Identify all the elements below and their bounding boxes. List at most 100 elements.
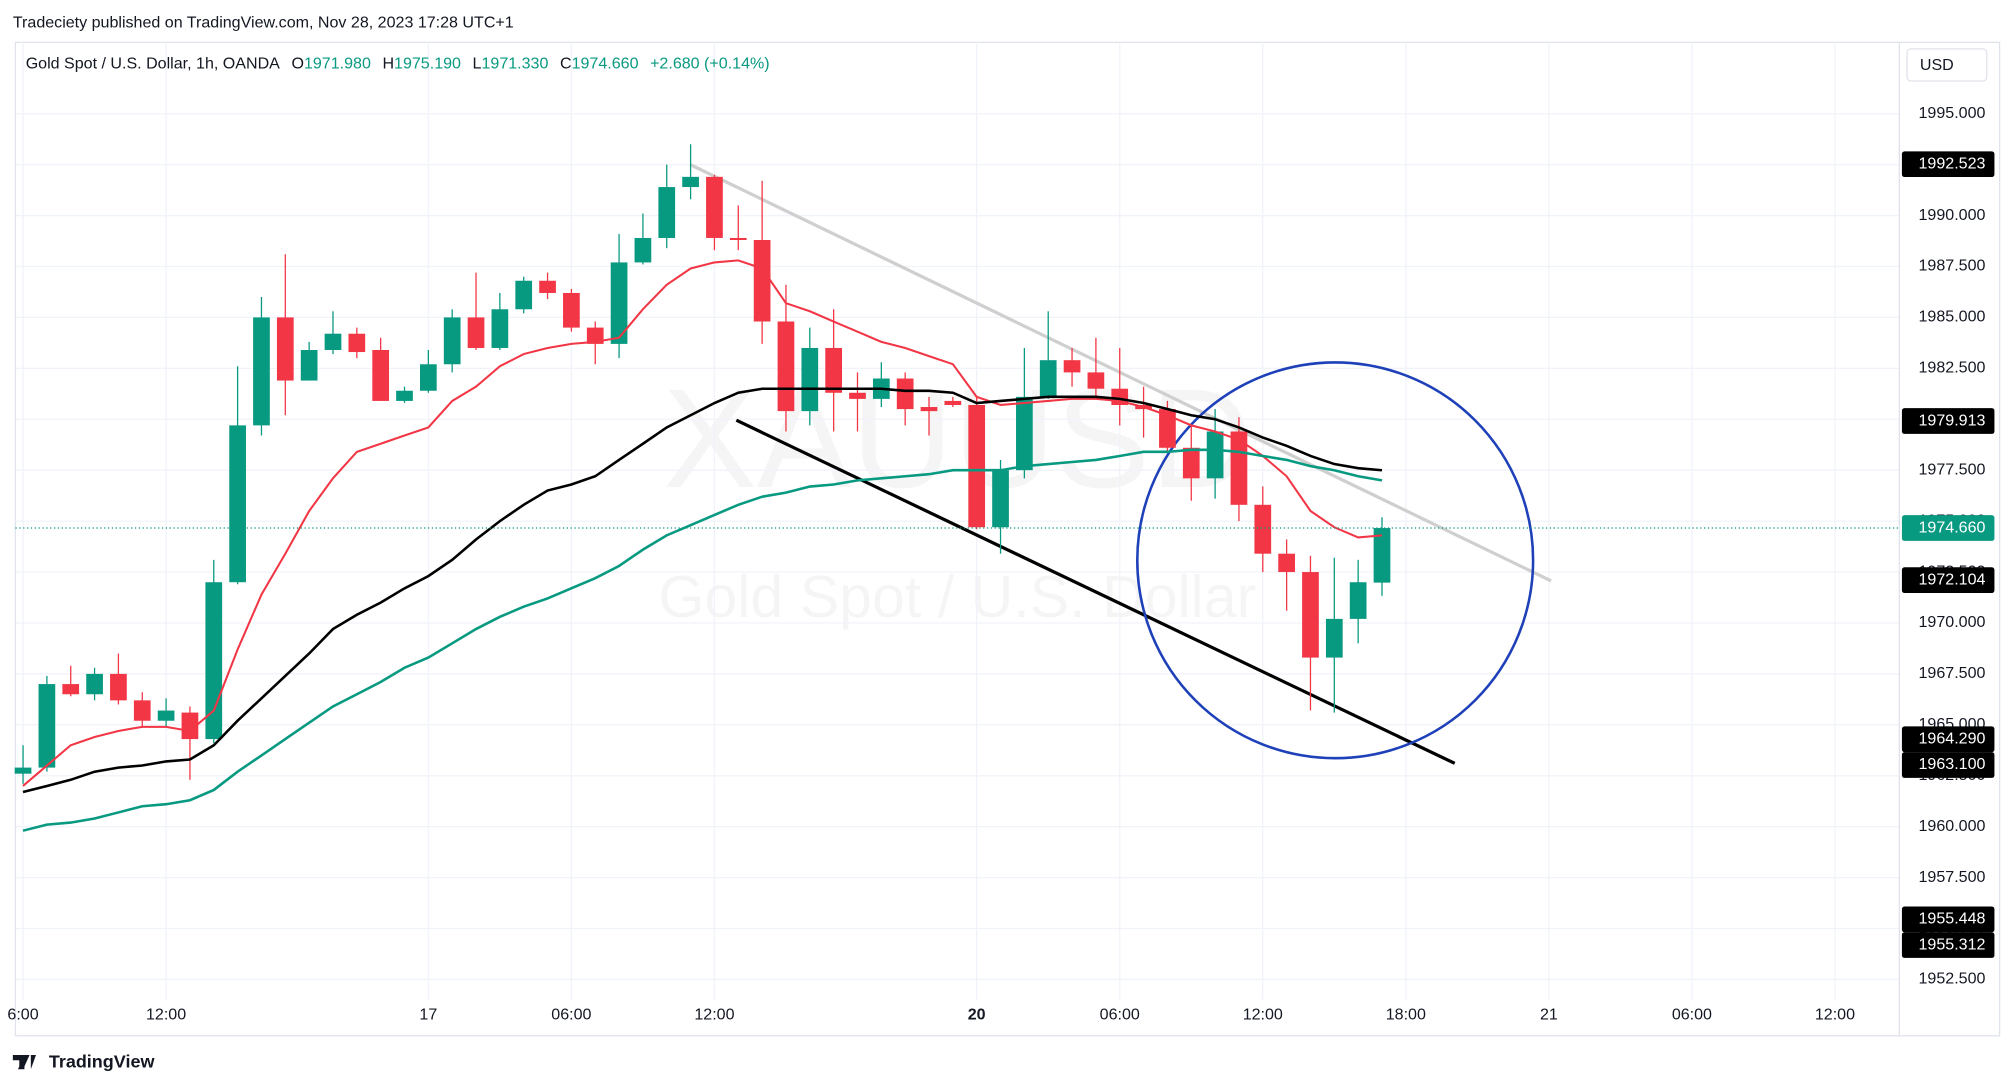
candle-body — [86, 673, 103, 695]
candle-body — [1206, 431, 1224, 479]
price-label-box — [1901, 515, 1995, 541]
candle-body — [419, 364, 437, 391]
candle-body — [491, 309, 509, 348]
candle-body — [777, 321, 795, 412]
price-label-box — [1901, 408, 1995, 434]
moving-average-line — [22, 259, 1383, 787]
price-label-box — [1901, 567, 1995, 593]
price-label: 1955.448 — [1919, 910, 1986, 928]
candle-body — [62, 684, 80, 695]
candle-body — [1325, 618, 1343, 658]
candle-body — [1302, 572, 1319, 658]
candle-body — [539, 280, 556, 293]
price-label-box — [1901, 906, 1995, 933]
x-tick-label: 12:00 — [1815, 1005, 1855, 1023]
candle-body — [110, 673, 127, 701]
trendline-lower — [735, 418, 1456, 765]
y-tick-label: 1982.500 — [1919, 359, 1986, 377]
ohlc-value: 1974.660 — [572, 55, 639, 73]
candle-body — [276, 317, 294, 381]
candle-body — [682, 176, 699, 188]
brand-logo: TradingView — [12, 1052, 156, 1072]
candle-body — [1016, 396, 1033, 471]
candle-body — [300, 350, 318, 381]
candle-body — [1230, 431, 1248, 505]
candle-body — [396, 390, 413, 401]
x-tick-label: 06:00 — [1100, 1005, 1140, 1023]
price-label-box — [1901, 932, 1995, 958]
candle-body — [753, 240, 771, 322]
candle-body — [133, 700, 151, 721]
price-change: +2.680 (+0.14%) — [650, 55, 770, 73]
candle-body — [1278, 553, 1295, 573]
currency: USD — [1920, 56, 1954, 74]
candle-body — [1349, 582, 1367, 619]
symbol-title: Gold Spot / U.S. Dollar, 1h, OANDA — [26, 55, 280, 73]
y-tick-label: 1985.000 — [1919, 308, 1986, 326]
x-tick-label: 12:00 — [1243, 1005, 1283, 1023]
candle-body — [157, 710, 175, 721]
x-tick-label: 12:00 — [146, 1005, 186, 1023]
price-label: 1979.913 — [1919, 411, 1986, 429]
candle-body — [729, 237, 747, 241]
candle-body — [1373, 528, 1391, 583]
x-tick-label: 06:00 — [551, 1005, 591, 1023]
symbol-legend: Gold Spot / U.S. Dollar, 1h, OANDA O1971.… — [26, 55, 770, 73]
x-tick-label: 20 — [968, 1005, 986, 1023]
price-label: 1955.312 — [1919, 935, 1986, 953]
highlight-circle — [1136, 361, 1535, 760]
candle-body — [372, 350, 390, 401]
x-tick-label: 21 — [1540, 1005, 1558, 1023]
ohlc-key: H — [382, 55, 394, 73]
candle-body — [443, 317, 461, 365]
ohlc-key: O — [291, 55, 303, 73]
x-tick-label: 18:00 — [1386, 1005, 1426, 1023]
candle-body — [610, 262, 628, 344]
candle-body — [181, 712, 199, 740]
candle-body — [14, 767, 32, 774]
candle-body — [992, 470, 1009, 528]
currency-box — [1906, 48, 1988, 82]
pane-frame — [14, 41, 2001, 1037]
logo-mark — [12, 1055, 36, 1070]
ohlc-value: 1971.980 — [304, 55, 371, 73]
candle-body — [968, 405, 986, 528]
y-tick-label: 1957.500 — [1919, 868, 1986, 886]
price-label: 1964.290 — [1919, 730, 1986, 748]
candle-body — [348, 333, 366, 353]
candle-body — [849, 392, 866, 399]
candle-body — [1182, 447, 1200, 479]
candle-body — [253, 317, 270, 426]
price-label-box — [1901, 151, 1995, 178]
candle-body — [563, 292, 580, 328]
y-tick-label: 1970.000 — [1919, 613, 1986, 631]
publisher-header: Tradeciety published on TradingView.com,… — [13, 13, 514, 31]
y-tick-label: 1967.500 — [1919, 664, 1986, 682]
candle-body — [1039, 360, 1057, 397]
ohlc-key: L — [473, 55, 482, 73]
x-tick-label: 06:00 — [1672, 1005, 1712, 1023]
candle-body — [467, 317, 485, 348]
price-label-box — [1901, 752, 1995, 778]
candle-body — [324, 333, 342, 351]
candle-body — [920, 407, 938, 412]
candle-body — [1087, 372, 1105, 389]
y-tick-label: 1995.000 — [1919, 104, 1986, 122]
brand-name: TradingView — [49, 1052, 156, 1072]
x-tick-label: 17 — [419, 1005, 437, 1023]
price-label: 1974.660 — [1919, 518, 1986, 536]
candle-body — [515, 280, 533, 310]
candle-body — [1254, 504, 1272, 554]
candle-body — [801, 347, 819, 412]
ohlc-value: 1971.330 — [481, 55, 548, 73]
candle-body — [634, 237, 652, 263]
y-tick-label: 1952.500 — [1919, 970, 1986, 988]
ohlc-key: C — [560, 55, 572, 73]
candle-body — [658, 187, 676, 238]
candle-body — [944, 400, 962, 406]
x-tick-label: 12:00 — [694, 1005, 734, 1023]
plot-layer: XAUUSDGold Spot / U.S. Dollar1952.500195… — [7, 42, 1995, 1036]
price-label: 1992.523 — [1919, 154, 1986, 172]
